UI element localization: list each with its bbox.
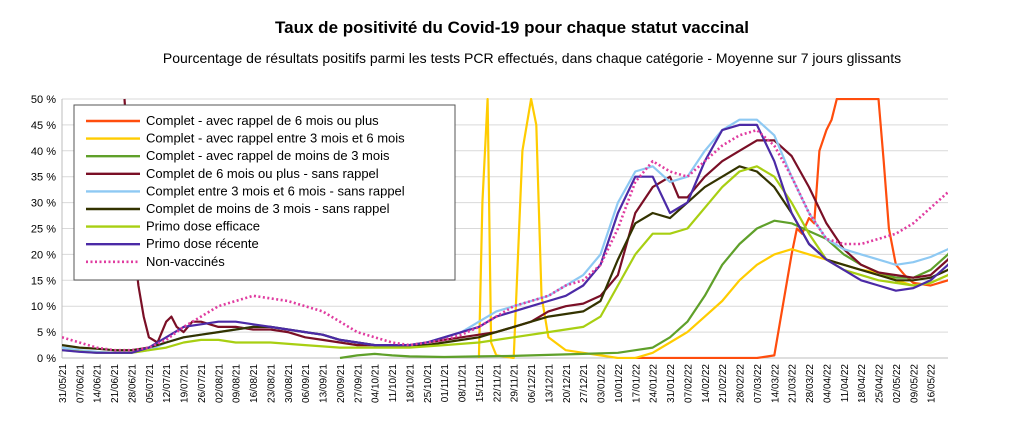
legend-label: Non-vaccinés (146, 254, 225, 269)
legend-label: Primo dose récente (146, 236, 259, 251)
x-tick-label: 29/11/21 (510, 364, 521, 403)
y-tick-label: 50 % (31, 94, 56, 106)
chart-subtitle: Pourcentage de résultats positifs parmi … (162, 50, 902, 66)
x-tick-label: 06/12/21 (527, 364, 538, 403)
x-tick-label: 11/04/22 (840, 364, 851, 403)
x-tick-label: 25/10/21 (423, 364, 434, 403)
x-tick-label: 23/08/21 (266, 364, 277, 403)
x-tick-label: 28/02/22 (736, 364, 747, 403)
x-tick-label: 26/07/21 (197, 364, 208, 403)
legend-label: Complet - avec rappel de moins de 3 mois (146, 148, 390, 163)
x-tick-label: 17/01/22 (631, 364, 642, 403)
y-tick-label: 25 % (31, 224, 56, 236)
series-line-9 (62, 128, 948, 352)
series-line-4 (123, 98, 948, 347)
x-tick-label: 22/11/21 (492, 364, 503, 403)
x-tick-label: 18/10/21 (405, 364, 416, 403)
x-tick-label: 14/03/22 (770, 364, 781, 403)
x-tick-label: 16/05/22 (927, 364, 938, 403)
y-tick-label: 30 % (31, 198, 56, 210)
x-tick-label: 31/01/22 (666, 364, 677, 403)
x-tick-label: 11/10/21 (388, 364, 399, 403)
y-tick-label: 45 % (31, 120, 56, 132)
chart-title: Taux de positivité du Covid-19 pour chaq… (275, 18, 749, 37)
x-tick-label: 12/07/21 (162, 364, 173, 403)
x-tick-label: 08/11/21 (458, 364, 469, 403)
x-tick-label: 06/09/21 (301, 364, 312, 403)
legend-label: Complet de 6 mois ou plus - sans rappel (146, 166, 379, 181)
y-tick-label: 15 % (31, 275, 56, 287)
x-tick-label: 15/11/21 (475, 364, 486, 403)
x-tick-label: 28/03/22 (805, 364, 816, 403)
x-tick-label: 28/06/21 (127, 364, 138, 403)
x-tick-label: 20/09/21 (336, 364, 347, 403)
x-tick-label: 09/08/21 (232, 364, 243, 403)
y-tick-label: 0 % (37, 353, 56, 365)
series-line-7 (62, 165, 948, 354)
x-tick-label: 25/04/22 (875, 364, 886, 403)
x-tick-label: 05/07/21 (145, 364, 156, 403)
y-tick-label: 10 % (31, 301, 56, 313)
x-tick-label: 20/12/21 (562, 364, 573, 403)
x-tick-label: 21/03/22 (788, 364, 799, 403)
y-tick-label: 35 % (31, 172, 56, 184)
x-tick-label: 14/02/22 (701, 364, 712, 403)
x-tick-label: 02/05/22 (892, 364, 903, 403)
legend-label: Complet de moins de 3 mois - sans rappel (146, 201, 390, 216)
series-line-1 (635, 98, 948, 359)
x-tick-label: 04/10/21 (371, 364, 382, 403)
x-tick-label: 24/01/22 (649, 364, 660, 403)
x-tick-label: 07/06/21 (75, 364, 86, 403)
x-axis-ticks: 31/05/21 07/06/21 14/06/21 21/06/21 28/06/21… (58, 364, 938, 403)
x-tick-label: 03/01/22 (597, 364, 608, 403)
legend-label: Complet - avec rappel de 6 mois ou plus (146, 113, 379, 128)
x-tick-label: 27/09/21 (353, 364, 364, 403)
x-tick-label: 10/01/22 (614, 364, 625, 403)
x-tick-label: 31/05/21 (58, 364, 69, 403)
x-tick-label: 09/05/22 (909, 364, 920, 403)
x-tick-label: 19/07/21 (180, 364, 191, 403)
legend-label: Complet entre 3 mois et 6 mois - sans ra… (146, 183, 405, 198)
x-tick-label: 13/09/21 (319, 364, 330, 403)
x-tick-label: 16/08/21 (249, 364, 260, 403)
x-tick-label: 07/02/22 (683, 364, 694, 403)
x-tick-label: 21/02/22 (718, 364, 729, 403)
x-tick-label: 13/12/21 (544, 364, 555, 403)
y-tick-label: 40 % (31, 146, 56, 158)
x-tick-label: 04/04/22 (822, 364, 833, 403)
x-tick-label: 21/06/21 (110, 364, 121, 403)
legend-label: Primo dose efficace (146, 219, 260, 234)
y-tick-label: 5 % (37, 327, 56, 339)
x-tick-label: 30/08/21 (284, 364, 295, 403)
series-line-8 (62, 123, 948, 354)
x-tick-label: 14/06/21 (93, 364, 104, 403)
y-axis-ticks: 0 % 5 % 10 % 15 % 20 % 25 % 30 % 35 % 40 % 45 % 50… (31, 94, 56, 365)
plot-area (62, 98, 948, 359)
x-tick-label: 07/03/22 (753, 364, 764, 403)
x-tick-label: 18/04/22 (857, 364, 868, 403)
x-tick-label: 27/12/21 (579, 364, 590, 403)
legend-label: Complet - avec rappel entre 3 mois et 6 … (146, 131, 405, 146)
legend: Complet - avec rappel de 6 mois ou plus C… (73, 104, 456, 281)
x-tick-label: 02/08/21 (214, 364, 225, 403)
x-tick-label: 01/11/21 (440, 364, 451, 403)
y-tick-label: 20 % (31, 249, 56, 261)
